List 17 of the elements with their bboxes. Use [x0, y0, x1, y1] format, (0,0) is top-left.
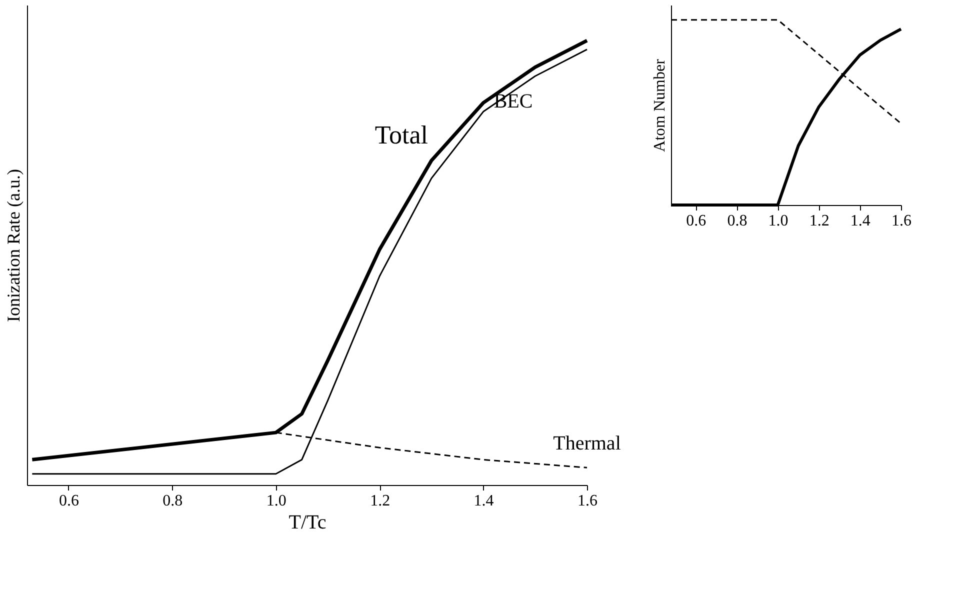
x-tick-label: 1.4: [474, 492, 494, 510]
x-tick-label: 1.6: [578, 492, 598, 510]
x-tick-label: 0.8: [162, 492, 183, 510]
x-tick-label: 1.4: [850, 212, 870, 230]
x-tick-label: 0.6: [686, 212, 706, 230]
series-label: Total: [374, 120, 428, 150]
y-axis-title: Atom Number: [652, 58, 668, 152]
series-label: Thermal: [553, 432, 622, 455]
y-axis-title: Ionization Rate (a.u.): [4, 169, 24, 322]
x-tick-label: 1.2: [809, 212, 830, 230]
x-tick-label: 0.6: [58, 492, 79, 510]
x-tick-label: 1.0: [266, 492, 286, 510]
x-tick-label: 1.2: [370, 492, 390, 510]
x-axis-title: T/Tc: [288, 512, 326, 534]
x-tick-label: 1.0: [768, 212, 788, 230]
x-tick-label: 0.8: [727, 212, 748, 230]
x-tick-label: 1.6: [892, 212, 912, 230]
